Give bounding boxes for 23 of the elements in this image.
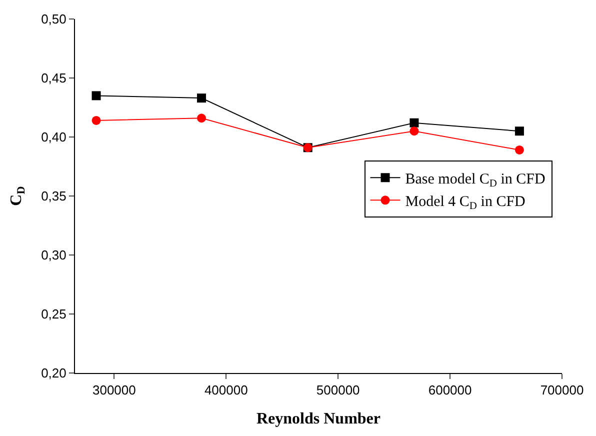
y-tick-label: 0,45 xyxy=(41,70,66,86)
x-tick-label: 500000 xyxy=(316,382,360,398)
y-tick-label: 0,30 xyxy=(41,248,66,263)
x-tick-label: 300000 xyxy=(92,382,136,398)
point xyxy=(410,118,419,128)
point xyxy=(92,91,101,100)
point xyxy=(92,116,101,125)
x-tick-label: 400000 xyxy=(204,382,248,398)
y-tick-label: 0,35 xyxy=(41,188,66,204)
point xyxy=(197,94,206,103)
legend-label: Base model C$_{D}$ in CFD xyxy=(405,172,546,190)
y-tick-label: 0,40 xyxy=(41,130,66,145)
point xyxy=(514,126,524,136)
y-tick-label: 0,25 xyxy=(41,306,66,322)
x-axis-title: Reynolds Number xyxy=(256,410,381,428)
point xyxy=(514,145,524,154)
legend-label: Model 4 C$_{D}$ in CFD xyxy=(405,194,526,212)
x-tick-label: 600000 xyxy=(428,382,472,398)
y-tick-label: 0,50 xyxy=(41,12,66,27)
y-tick-label: 0,20 xyxy=(41,366,66,381)
x-tick-label: 700000 xyxy=(540,382,584,398)
point xyxy=(197,114,206,123)
point xyxy=(410,126,419,136)
